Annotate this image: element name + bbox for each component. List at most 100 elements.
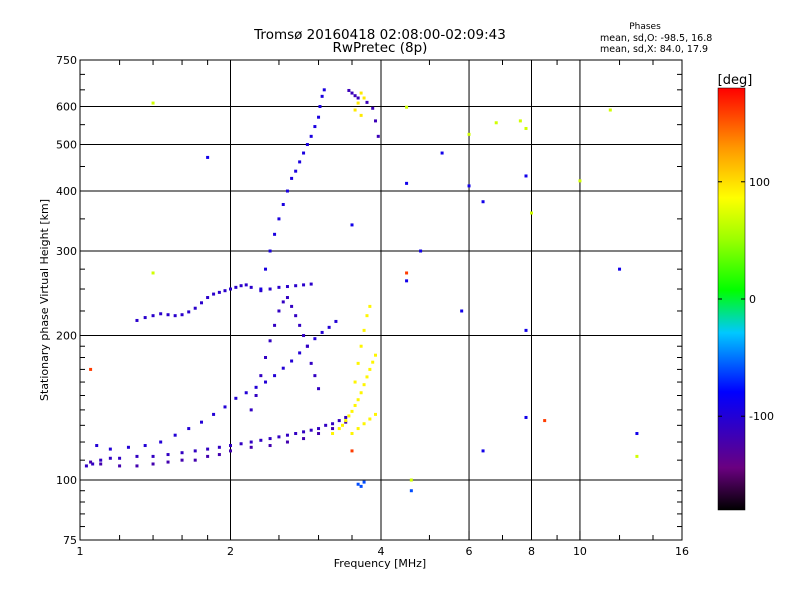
data-point (362, 96, 366, 100)
x-tick-label: 1 (77, 545, 84, 558)
data-point (285, 285, 289, 289)
data-point (223, 289, 227, 293)
data-point (302, 430, 306, 434)
data-point (166, 460, 170, 464)
colorbar-tick-label: 0 (749, 293, 756, 306)
data-point (368, 304, 372, 308)
data-point (409, 478, 413, 482)
data-point (362, 422, 366, 426)
x-tick-label: 10 (573, 545, 587, 558)
x-axis-label: Frequency [MHz] (334, 557, 426, 570)
data-point (353, 108, 357, 112)
data-point (273, 374, 277, 378)
data-point (405, 105, 409, 109)
data-point (313, 374, 317, 378)
data-point (277, 285, 281, 289)
data-point (151, 101, 155, 105)
data-point (298, 323, 302, 327)
data-point (259, 374, 263, 378)
data-point (368, 417, 372, 421)
data-point (206, 155, 210, 159)
data-point (365, 375, 369, 379)
chart-subtitle: RwPretec (8p) (332, 40, 428, 56)
data-point (334, 319, 338, 323)
data-point (135, 454, 139, 458)
data-point (344, 420, 348, 424)
data-point (259, 287, 263, 291)
x-tick-label: 4 (378, 545, 385, 558)
data-point (305, 344, 309, 348)
data-point (524, 126, 528, 130)
phases-x-stats: mean, sd,X: 84.0, 17.9 (600, 44, 709, 55)
y-tick-label: 300 (56, 245, 77, 258)
data-point (481, 200, 485, 204)
data-point (365, 314, 369, 318)
data-point (285, 440, 289, 444)
data-point (193, 306, 197, 310)
data-point (268, 287, 272, 291)
data-point (317, 115, 321, 119)
data-point (95, 444, 99, 448)
data-point (635, 454, 639, 458)
data-point (374, 412, 378, 416)
data-point (244, 391, 248, 395)
data-point (118, 456, 122, 460)
data-point (159, 440, 163, 444)
x-tick-label: 8 (528, 545, 535, 558)
phases-o-stats: mean, sd,O: -98.5, 16.8 (600, 33, 713, 44)
data-point (159, 312, 163, 316)
data-point (285, 433, 289, 437)
data-point (259, 438, 263, 442)
data-point (467, 132, 471, 136)
data-point (249, 408, 253, 412)
data-point (374, 119, 378, 123)
data-point (294, 284, 298, 288)
y-tick-label: 400 (56, 185, 77, 198)
data-point (350, 432, 354, 436)
data-point (347, 88, 351, 92)
data-point (239, 442, 243, 446)
data-point (320, 94, 324, 98)
data-point (187, 427, 191, 431)
data-point (200, 301, 204, 305)
data-point (374, 353, 378, 357)
x-tick-label: 2 (227, 545, 234, 558)
data-point (356, 361, 360, 365)
data-point (359, 391, 363, 395)
data-point (249, 285, 253, 289)
data-point (166, 453, 170, 457)
y-tick-label: 500 (56, 139, 77, 152)
data-point (290, 176, 294, 180)
data-point (481, 449, 485, 453)
data-point (234, 285, 238, 289)
data-point (200, 420, 204, 424)
data-point (268, 444, 272, 448)
data-point (99, 458, 103, 462)
data-point (180, 458, 184, 462)
data-point (229, 287, 232, 291)
data-point (193, 458, 197, 462)
data-point (313, 125, 317, 129)
data-point (356, 398, 360, 402)
data-point (206, 447, 210, 451)
data-point (264, 355, 268, 359)
data-point (217, 445, 221, 449)
data-point (635, 432, 639, 436)
data-point (268, 437, 272, 441)
data-point (285, 296, 289, 300)
data-point (344, 415, 348, 419)
data-point (234, 396, 238, 400)
data-point (217, 453, 221, 457)
data-point (229, 449, 232, 453)
data-point (290, 359, 294, 363)
data-point (118, 464, 122, 468)
data-point (99, 462, 103, 466)
data-point (359, 91, 363, 95)
data-point (180, 313, 184, 317)
x-tick-label: 6 (466, 545, 473, 558)
data-point (273, 323, 277, 327)
data-point (166, 313, 170, 317)
data-point (359, 113, 363, 117)
data-point (206, 454, 210, 458)
data-point (173, 314, 177, 318)
